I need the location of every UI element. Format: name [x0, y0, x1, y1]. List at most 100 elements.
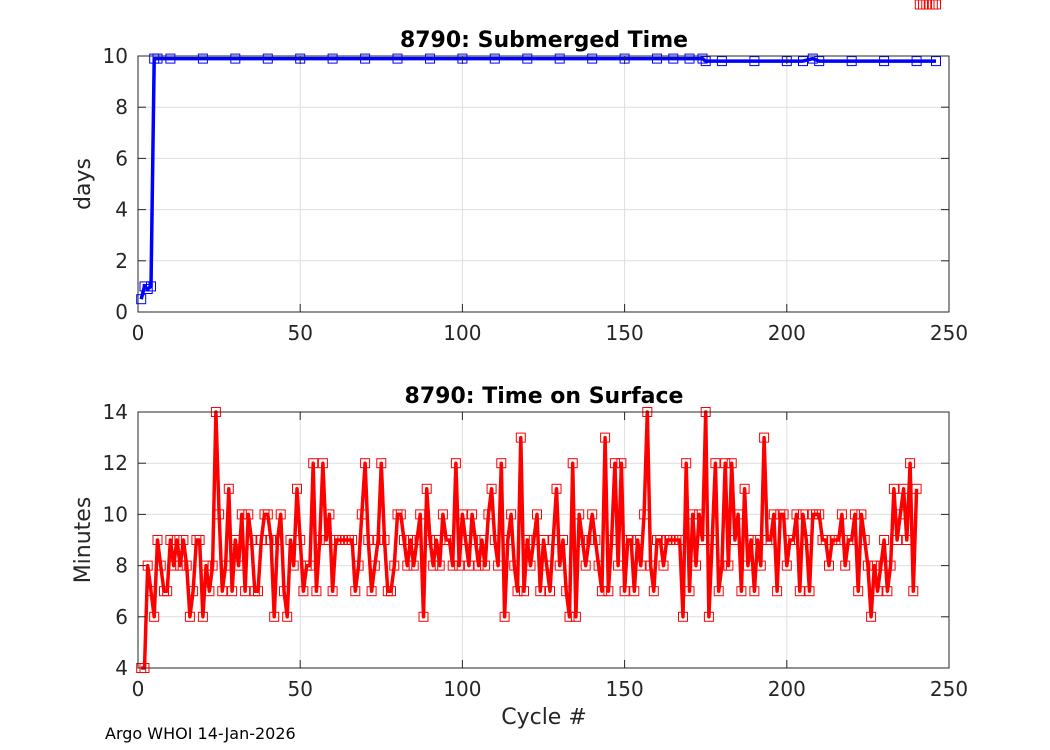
data-point	[418, 611, 429, 622]
data-point	[262, 53, 273, 64]
data-point	[428, 560, 439, 571]
data-point	[279, 586, 289, 597]
data-point	[694, 509, 705, 520]
data-point	[755, 560, 766, 571]
data-point	[460, 535, 471, 545]
x-tick-label: 0	[132, 677, 145, 701]
data-point	[801, 535, 812, 545]
data-point	[197, 53, 208, 64]
y-tick-label: 10	[103, 44, 128, 68]
data-point	[729, 535, 740, 545]
data-point	[564, 611, 575, 622]
submerged-time-panel: 8790: Submerged Time days 0 50 100 150 200 25…	[71, 28, 968, 345]
data-point	[155, 560, 166, 571]
y-tick-label: 8	[115, 554, 128, 578]
data-point	[230, 535, 241, 545]
x-tick-label: 200	[768, 321, 806, 345]
x-tick-label: 100	[443, 677, 481, 701]
data-point	[596, 586, 607, 597]
data-point	[298, 586, 309, 597]
data-point	[246, 535, 257, 545]
data-point	[304, 560, 315, 571]
data-point	[859, 535, 870, 545]
data-point	[652, 53, 662, 64]
data-point	[684, 586, 695, 597]
data-point	[908, 586, 919, 597]
data-point	[590, 535, 601, 545]
x-tick-label: 200	[768, 677, 806, 701]
data-point	[321, 535, 332, 545]
data-point	[181, 560, 192, 571]
data-point	[204, 586, 215, 597]
data-point	[152, 53, 163, 64]
data-point	[697, 535, 708, 545]
data-point	[197, 611, 208, 622]
data-point	[227, 586, 238, 597]
data-point	[840, 560, 851, 571]
data-point	[392, 53, 403, 64]
data-point	[781, 560, 792, 571]
data-point	[609, 458, 620, 469]
data-point	[713, 586, 724, 597]
data-point	[360, 458, 371, 469]
x-tick-label: 250	[930, 321, 968, 345]
data-point	[846, 56, 857, 67]
data-point	[363, 535, 374, 545]
data-point	[778, 509, 789, 520]
data-point	[230, 53, 241, 64]
data-point	[914, 0, 925, 10]
data-point	[814, 509, 825, 520]
data-point	[292, 483, 302, 494]
data-point	[146, 281, 156, 292]
data-point	[892, 535, 903, 545]
data-point	[149, 611, 160, 622]
data-point	[256, 535, 267, 545]
data-point	[502, 535, 513, 545]
data-point	[275, 509, 286, 520]
data-point	[493, 560, 504, 571]
data-point	[645, 560, 656, 571]
data-point	[373, 535, 384, 545]
data-point	[911, 56, 922, 67]
data-point	[541, 560, 552, 571]
data-point	[236, 509, 247, 520]
y-tick-label: 6	[115, 605, 128, 629]
time-on-surface-panel: 8790: Time on Surface Minutes Cycle # 0 5…	[71, 0, 968, 730]
data-point	[314, 535, 325, 545]
data-point	[820, 535, 831, 545]
data-point	[272, 535, 283, 545]
data-point	[872, 586, 883, 597]
data-point	[551, 483, 562, 494]
data-point	[496, 458, 507, 469]
data-point	[136, 294, 147, 305]
data-point	[437, 509, 448, 520]
data-point	[804, 586, 815, 597]
data-point	[833, 535, 844, 545]
data-point	[918, 0, 928, 10]
footer-credit: Argo WHOI 14-Jan-2026	[105, 724, 296, 743]
data-point	[395, 509, 406, 520]
data-point	[567, 458, 578, 469]
data-point	[772, 586, 783, 597]
y-tick-label: 2	[115, 249, 128, 273]
data-point	[927, 0, 938, 10]
data-point	[752, 535, 763, 545]
data-point	[223, 483, 234, 494]
data-point	[220, 560, 231, 571]
data-point	[632, 535, 643, 545]
data-point	[668, 53, 679, 64]
data-point	[194, 535, 205, 545]
data-point	[570, 611, 581, 622]
data-point	[626, 535, 637, 545]
data-point	[742, 560, 753, 571]
data-point	[522, 535, 533, 545]
data-point	[583, 535, 594, 545]
y-tick-label: 8	[115, 95, 128, 119]
data-point	[697, 53, 708, 64]
data-point	[824, 560, 834, 571]
data-point	[425, 535, 435, 545]
data-point	[470, 535, 481, 545]
data-point	[399, 535, 409, 545]
data-point	[405, 535, 416, 545]
data-point	[606, 535, 617, 545]
